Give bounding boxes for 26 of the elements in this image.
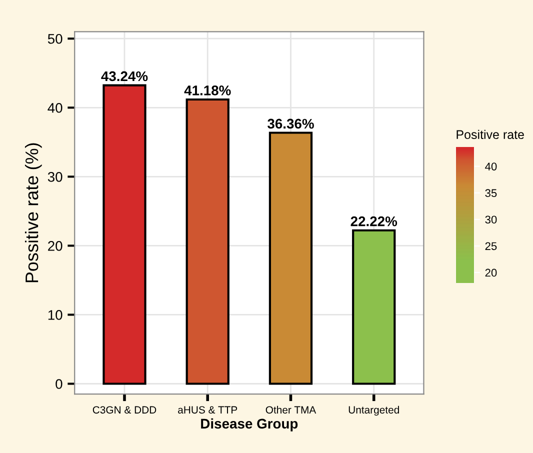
x-axis-title: Disease Group bbox=[201, 418, 298, 432]
color-bar-label: 20 bbox=[485, 268, 497, 277]
y-tick-label: 50 bbox=[48, 34, 62, 44]
color-bar-label: 35 bbox=[485, 189, 497, 198]
y-tick-label: 20 bbox=[48, 241, 62, 251]
data-label: 43.24% bbox=[101, 71, 148, 82]
y-tick-label: 40 bbox=[48, 102, 62, 113]
x-tick-label: Other TMA bbox=[266, 406, 316, 414]
bar bbox=[352, 229, 396, 385]
bar bbox=[186, 98, 230, 385]
color-bar-title: Positive rate bbox=[456, 130, 524, 140]
x-tick-label: Untargeted bbox=[348, 406, 399, 416]
data-label: 36.36% bbox=[268, 118, 314, 129]
y-tick-label: 30 bbox=[48, 172, 62, 182]
x-tick-label: aHUS & TTP bbox=[178, 406, 238, 414]
bar bbox=[102, 84, 146, 385]
color-bar-label: 40 bbox=[485, 162, 497, 170]
x-tick-label: C3GN & DDD bbox=[92, 406, 156, 414]
data-label: 22.22% bbox=[350, 216, 398, 226]
y-tick-label: 10 bbox=[48, 310, 62, 320]
y-axis-title: Possitive rate (%) bbox=[24, 143, 42, 282]
color-bar-label: 30 bbox=[485, 216, 497, 224]
data-label: 41.18% bbox=[184, 86, 231, 96]
bar bbox=[268, 132, 313, 385]
color-bar-label: 25 bbox=[485, 242, 497, 250]
y-tick-label: 0 bbox=[56, 379, 62, 389]
